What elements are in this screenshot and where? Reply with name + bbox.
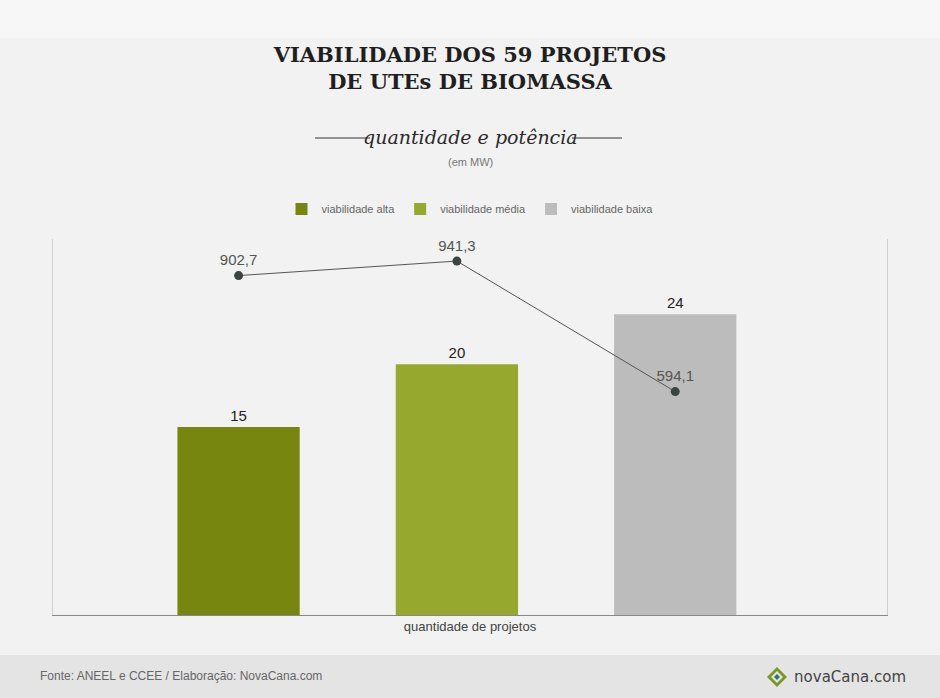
svg-text:quantidade e potência: quantidade e potência	[363, 126, 578, 148]
svg-text:594,1: 594,1	[656, 367, 694, 384]
svg-text:VIABILIDADE DOS 59 PROJETOSDE: VIABILIDADE DOS 59 PROJETOSDE UTEs DE BI…	[273, 42, 667, 94]
svg-text:viabilidade média: viabilidade média	[440, 203, 526, 215]
svg-text:quantidade de projetos: quantidade de projetos	[404, 619, 537, 634]
svg-text:20: 20	[449, 344, 466, 361]
svg-text:941,3: 941,3	[438, 237, 476, 254]
svg-text:24: 24	[667, 294, 684, 311]
html-text:Fonte: ANEEL e CCEE / Elaboraç: Fonte: ANEEL e CCEE / Elaboração: NovaCa…	[40, 669, 323, 683]
html-text:novaCana.com: novaCana.com	[794, 668, 906, 686]
svg-text:902,7: 902,7	[220, 251, 258, 268]
svg-text:viabilidade alta: viabilidade alta	[322, 203, 396, 215]
svg-text:viabilidade baixa: viabilidade baixa	[571, 203, 653, 215]
svg-text:15: 15	[230, 407, 247, 424]
svg-text:(em MW): (em MW)	[448, 156, 493, 168]
